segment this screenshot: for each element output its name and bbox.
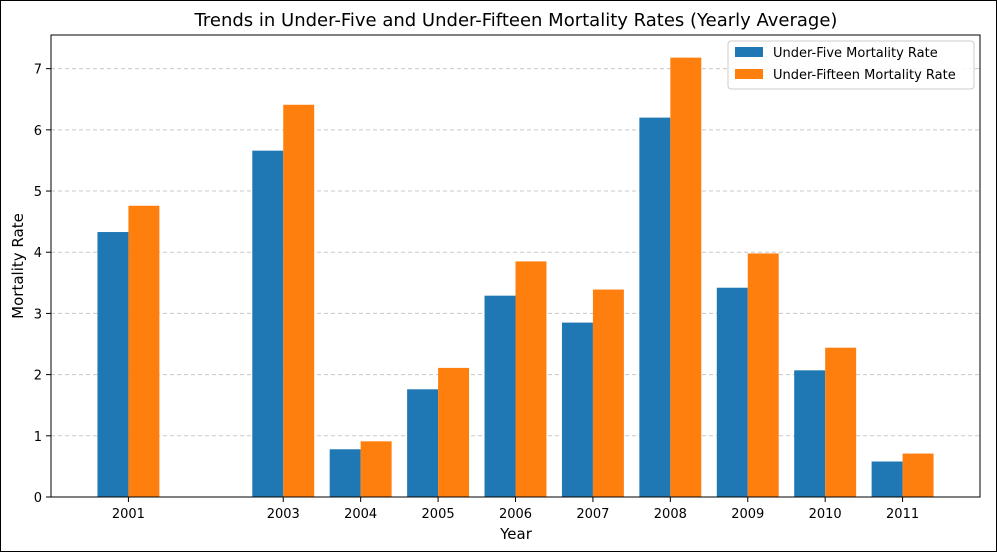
x-tick-label: 2011 [886,507,919,522]
x-tick-label: 2003 [267,507,300,522]
bar-under-fifteen [902,453,934,497]
x-tick-label: 2009 [731,507,764,522]
bar-under-fifteen [128,205,160,497]
x-tick-label: 2004 [344,507,377,522]
bar-under-five [252,150,284,497]
y-tick-label: 3 [34,307,42,322]
bar-under-five [794,370,826,497]
x-tick-label: 2008 [654,507,687,522]
bar-under-fifteen [438,367,470,497]
x-axis-ticks: 2001 2003 2004 2005 2006 2007 2008 2009 2010 2011 [112,497,919,522]
bar-under-five [871,461,903,497]
bars [97,57,934,498]
chart-title: Trends in Under-Five and Under-Fifteen M… [194,10,838,31]
y-tick-label: 0 [34,491,42,506]
legend-swatch-under-fifteen [735,69,763,79]
y-tick-label: 2 [34,369,42,384]
bar-under-fifteen [592,289,624,497]
legend-label-under-fifteen: Under-Fifteen Mortality Rate [773,68,956,83]
y-tick-label: 7 [34,63,42,78]
legend-label-under-five: Under-Five Mortality Rate [773,46,938,61]
y-axis-label: Mortality Rate [9,213,27,319]
bar-under-five [407,389,439,497]
bar-under-fifteen [283,104,315,497]
bar-under-five [561,322,593,497]
x-tick-label: 2001 [112,507,145,522]
bar-under-five [329,449,361,497]
bar-under-five [484,295,516,497]
x-axis-label: Year [499,525,533,543]
y-tick-label: 5 [34,185,42,200]
x-tick-label: 2010 [809,507,842,522]
legend-box [727,40,975,90]
y-axis-ticks: 0 1 2 3 4 5 6 7 [34,63,51,506]
bar-under-fifteen [670,57,702,498]
bar-under-fifteen [825,347,857,497]
y-tick-label: 1 [34,430,42,445]
bar-under-fifteen [747,253,779,497]
x-tick-label: 2007 [576,507,609,522]
bar-under-five [639,117,671,498]
bar-under-fifteen [515,261,547,497]
legend-swatch-under-five [735,47,763,57]
y-tick-label: 6 [34,124,42,139]
bar-under-five [716,287,748,497]
bar-under-fifteen [360,441,392,497]
x-tick-label: 2006 [499,507,532,522]
x-tick-label: 2005 [422,507,455,522]
y-tick-label: 4 [34,246,42,261]
bar-under-five [97,232,129,498]
legend: Under-Five Mortality Rate Under-Fifteen … [727,40,975,90]
